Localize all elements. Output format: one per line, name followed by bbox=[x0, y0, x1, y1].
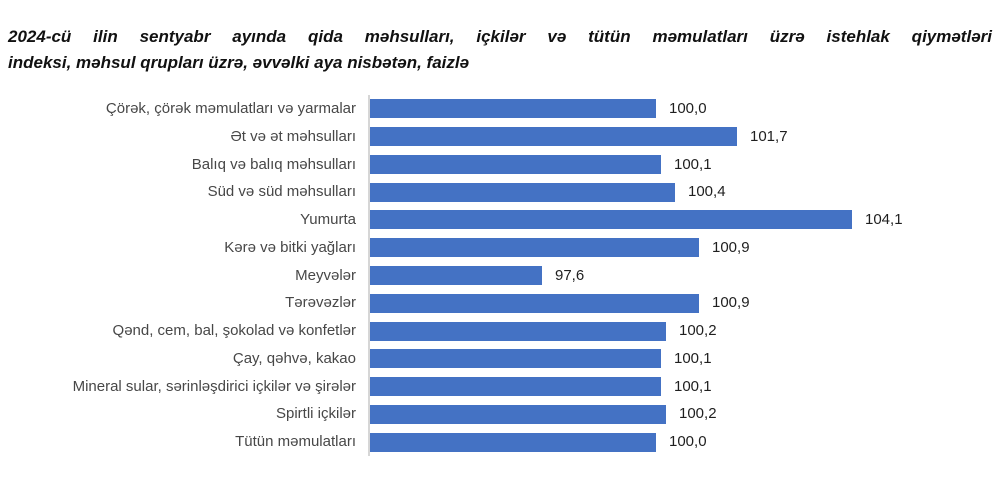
category-label: Balıq və balıq məhsulları bbox=[191, 155, 356, 173]
category-label: Çörək, çörək məmulatları və yarmalar bbox=[105, 100, 356, 117]
value-label: 104,1 bbox=[865, 211, 903, 229]
bar bbox=[370, 404, 666, 424]
value-label: 97,6 bbox=[555, 266, 585, 284]
chart-row: Mineral sular, sərinləşdirici içkilər və… bbox=[0, 373, 1000, 401]
chart-title: 2024-cü ilin sentyabr ayında qida məhsul… bbox=[8, 24, 992, 76]
chart-row: Tütün məmulatları 100,0 bbox=[0, 428, 1000, 456]
category-label: Yumurta bbox=[300, 211, 356, 229]
chart-row: Süd və süd məhsulları 100,4 bbox=[0, 178, 1000, 206]
category-label: Meyvələr bbox=[295, 266, 356, 284]
category-label: Süd və süd məhsulları bbox=[207, 183, 356, 201]
chart-row: Meyvələr 97,6 bbox=[0, 262, 1000, 290]
chart-row: Çay, qəhvə, kakao 100,1 bbox=[0, 345, 1000, 373]
chart-row: Balıq və balıq məhsulları 100,1 bbox=[0, 151, 1000, 179]
bar bbox=[370, 266, 542, 285]
bar-chart: Çörək, çörək məmulatları və yarmalar 100,… bbox=[0, 95, 1000, 456]
category-label: Kərə və bitki yağları bbox=[224, 238, 356, 256]
bar bbox=[370, 432, 656, 452]
chart-title-line-2: indeksi, məhsul qrupları üzrə, əvvəlki a… bbox=[8, 53, 470, 72]
bar bbox=[370, 127, 737, 147]
bar bbox=[370, 349, 661, 369]
value-label: 100,0 bbox=[669, 433, 707, 451]
chart-row: Çörək, çörək məmulatları və yarmalar 100,… bbox=[0, 95, 1000, 123]
value-label: 101,7 bbox=[750, 127, 788, 145]
category-label: Mineral sular, sərinləşdirici içkilər və… bbox=[72, 377, 356, 395]
category-label: Tütün məmulatları bbox=[235, 433, 356, 451]
value-label: 100,4 bbox=[688, 183, 726, 201]
value-label: 100,1 bbox=[674, 349, 712, 367]
value-label: 100,2 bbox=[679, 405, 717, 423]
category-label: Ət və ət məhsulları bbox=[230, 127, 356, 145]
value-label: 100,1 bbox=[674, 155, 712, 173]
bar bbox=[370, 154, 661, 174]
category-label: Tərəvəzlər bbox=[285, 294, 356, 312]
bar bbox=[370, 210, 852, 230]
chart-row: Tərəvəzlər 100,9 bbox=[0, 289, 1000, 317]
chart-row: Qənd, cem, bal, şokolad və konfetlər 100,… bbox=[0, 317, 1000, 345]
chart-row: Yumurta 104,1 bbox=[0, 206, 1000, 234]
value-label: 100,9 bbox=[712, 238, 750, 256]
value-label: 100,1 bbox=[674, 377, 712, 395]
bar bbox=[370, 321, 666, 341]
bar bbox=[370, 377, 661, 397]
value-label: 100,0 bbox=[669, 100, 707, 117]
category-label: Qənd, cem, bal, şokolad və konfetlər bbox=[112, 322, 356, 340]
category-label: Spirtli içkilər bbox=[275, 405, 356, 423]
value-label: 100,9 bbox=[712, 294, 750, 312]
chart-row: Spirtli içkilər 100,2 bbox=[0, 400, 1000, 428]
bar bbox=[370, 293, 699, 313]
chart-row: Ət və ət məhsulları 101,7 bbox=[0, 123, 1000, 151]
y-axis-line bbox=[368, 95, 370, 456]
bar bbox=[370, 99, 656, 119]
value-label: 100,2 bbox=[679, 322, 717, 340]
bar bbox=[370, 238, 699, 258]
bar bbox=[370, 182, 675, 202]
chart-row: Kərə və bitki yağları 100,9 bbox=[0, 234, 1000, 262]
chart-title-line-1: 2024-cü ilin sentyabr ayında qida məhsul… bbox=[8, 27, 992, 46]
category-label: Çay, qəhvə, kakao bbox=[232, 349, 356, 367]
